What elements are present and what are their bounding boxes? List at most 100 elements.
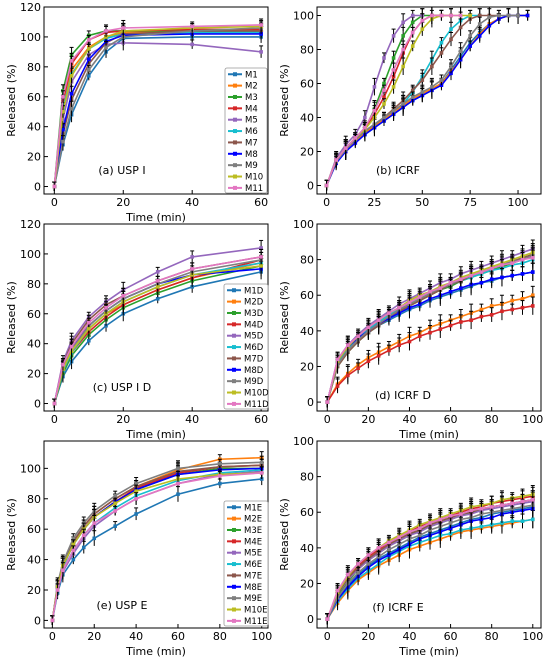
- data-point: [324, 183, 329, 188]
- legend-box: [223, 283, 269, 410]
- data-point: [417, 533, 422, 538]
- legend-swatch-marker: [232, 299, 236, 304]
- y-axis-label: Released (%): [5, 64, 18, 137]
- legend-swatch-marker: [232, 390, 236, 395]
- panel-label: (f) ICRF E: [372, 601, 423, 614]
- x-tick-label: 60: [254, 196, 268, 209]
- plot-frame: [43, 6, 269, 195]
- y-axis-label: Released (%): [278, 281, 291, 354]
- legend-swatch-marker: [233, 106, 237, 111]
- series-M11: [325, 248, 535, 408]
- data-point: [520, 519, 525, 523]
- legend-swatch-marker: [232, 607, 236, 612]
- legend-swatch-marker: [232, 584, 236, 589]
- data-point: [372, 85, 377, 89]
- data-point: [81, 545, 86, 550]
- legend-label: M4E: [244, 537, 262, 547]
- data-point: [134, 512, 138, 516]
- data-point: [449, 13, 453, 18]
- legend-swatch-marker: [233, 174, 237, 179]
- data-point: [458, 49, 463, 53]
- legend-swatch-marker: [232, 573, 236, 578]
- series-line: [53, 36, 262, 187]
- data-point: [420, 27, 425, 31]
- x-tick-label: 50: [415, 196, 429, 209]
- y-tick-label: 100: [293, 218, 314, 231]
- legend-label: M3: [245, 93, 258, 103]
- y-tick-label: 60: [300, 506, 314, 519]
- data-point: [410, 95, 415, 99]
- data-point: [155, 279, 160, 283]
- data-point: [155, 297, 160, 301]
- legend-label: M8: [245, 150, 258, 160]
- data-point: [459, 512, 463, 516]
- y-tick-label: 120: [20, 218, 41, 231]
- y-tick-label: 100: [20, 462, 41, 475]
- x-tick-label: 20: [361, 630, 375, 643]
- data-point: [87, 338, 91, 343]
- y-tick-label: 20: [300, 146, 314, 159]
- y-tick-label: 100: [20, 248, 41, 261]
- legend-swatch-marker: [233, 129, 237, 134]
- y-axis-label: Released (%): [5, 281, 18, 354]
- data-point: [113, 509, 117, 513]
- x-tick-label: 80: [485, 413, 499, 426]
- data-point: [391, 68, 396, 72]
- data-point: [87, 320, 91, 325]
- data-point: [71, 542, 76, 547]
- data-point: [469, 273, 473, 278]
- data-point: [477, 34, 482, 38]
- y-tick-label: 0: [307, 613, 314, 626]
- x-tick-label: 0: [324, 630, 331, 643]
- y-tick-label: 20: [27, 584, 41, 597]
- data-point: [449, 27, 453, 31]
- y-tick-label: 0: [307, 180, 314, 193]
- legend-label: M7D: [244, 354, 264, 364]
- legend-swatch-marker: [232, 596, 236, 601]
- data-point: [477, 22, 482, 26]
- data-point: [500, 309, 504, 314]
- chart-panel-f: 0 20 40 60 80 100 0 20 40 60 80 100 Time (min) Releas…: [278, 435, 543, 658]
- x-axis-label: Time (min): [125, 211, 186, 224]
- data-point: [407, 339, 412, 344]
- data-point: [430, 64, 434, 69]
- y-tick-label: 60: [27, 308, 41, 321]
- data-point: [439, 40, 444, 45]
- data-point: [449, 64, 453, 69]
- data-point: [366, 562, 371, 566]
- y-tick-label: 20: [300, 577, 314, 590]
- data-point: [407, 300, 412, 305]
- x-tick-label: 40: [129, 630, 143, 643]
- data-point: [61, 139, 65, 144]
- data-point: [382, 81, 386, 86]
- data-point: [259, 246, 263, 250]
- legend-swatch-marker: [232, 527, 236, 532]
- series-M11D: [52, 248, 264, 409]
- data-point: [410, 20, 415, 25]
- data-point: [479, 307, 484, 312]
- data-point: [259, 471, 264, 475]
- data-point: [190, 267, 194, 271]
- legend-swatch-marker: [232, 288, 236, 293]
- data-point: [449, 37, 453, 42]
- data-point: [69, 344, 74, 349]
- legend-swatch-marker: [232, 550, 236, 555]
- data-point: [510, 273, 515, 278]
- x-axis-label: Time (min): [125, 645, 186, 658]
- data-point: [366, 553, 371, 557]
- y-tick-label: 0: [34, 398, 41, 411]
- data-point: [190, 285, 194, 289]
- data-point: [391, 85, 396, 89]
- data-point: [87, 47, 91, 51]
- data-point: [190, 24, 194, 29]
- data-point: [489, 277, 494, 282]
- y-tick-label: 60: [27, 91, 41, 104]
- y-tick-label: 20: [27, 151, 41, 164]
- data-point: [387, 540, 391, 545]
- legend-label: M7E: [244, 571, 262, 581]
- data-point: [218, 474, 222, 478]
- legend-label: M8D: [244, 366, 264, 376]
- legend-label: M3E: [244, 526, 262, 536]
